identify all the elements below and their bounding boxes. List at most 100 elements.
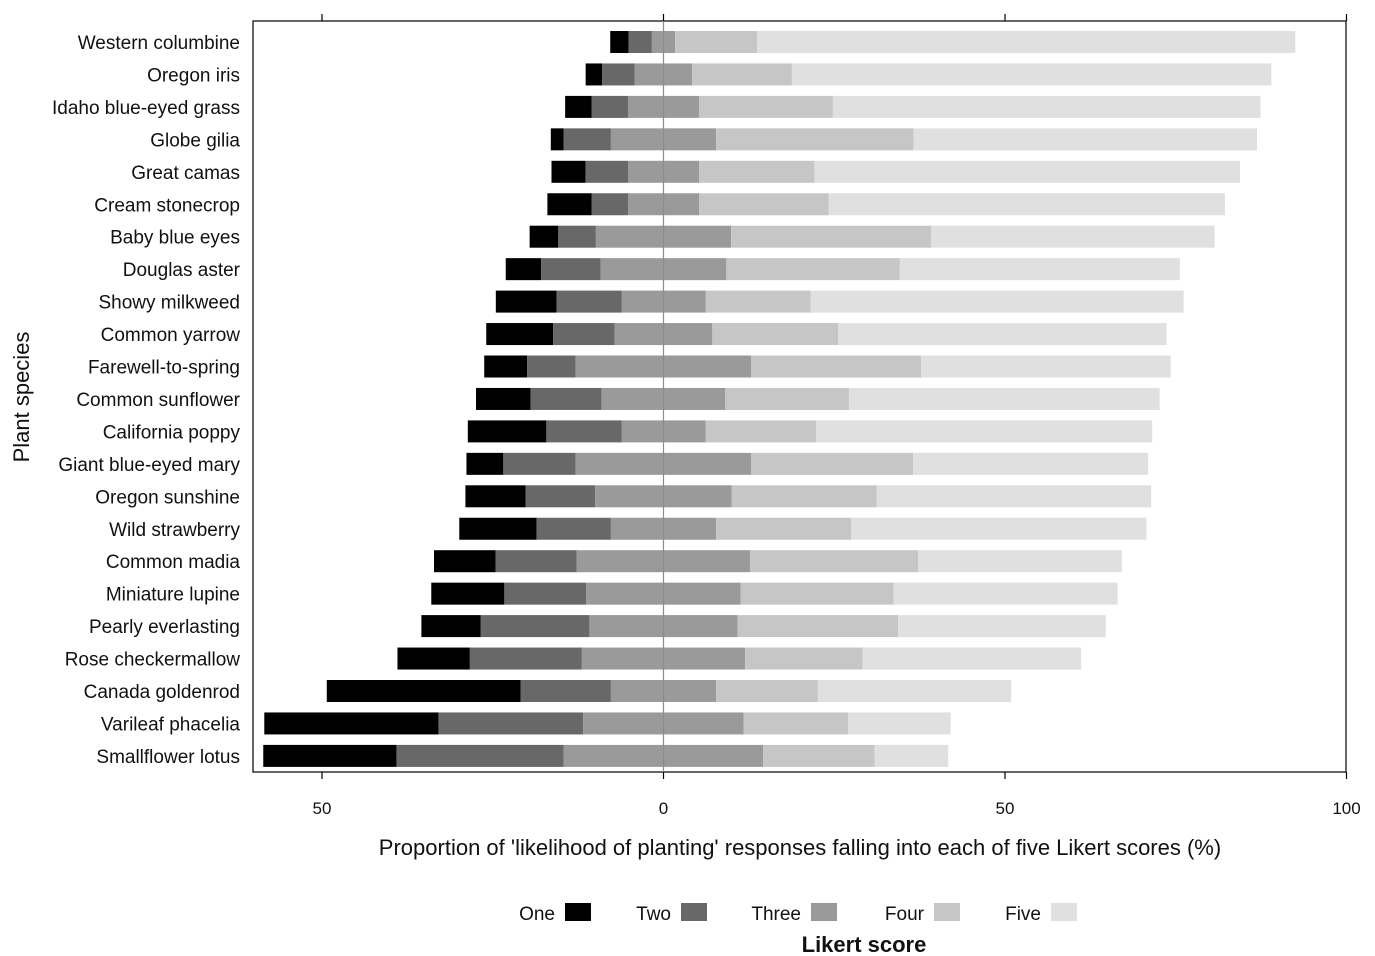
bar-pearly-everlasting-two [480, 615, 590, 638]
category-label: Common sunflower [76, 390, 240, 411]
plot-frame [252, 20, 1347, 773]
bar-giant-blue-eyed-mary-one [466, 452, 504, 475]
bar-globe-gilia-five [913, 128, 1258, 151]
bar-miniature-lupine-two [504, 582, 587, 605]
bar-douglas-aster-two [541, 258, 601, 281]
bar-rose-checkermallow-five [862, 647, 1082, 670]
bar-cream-stonecrop-two [591, 193, 628, 216]
legend-label-five: Five [1005, 904, 1041, 925]
bar-baby-blue-eyes-five [931, 225, 1215, 248]
bar-western-columbine-four [675, 31, 758, 53]
category-label: Baby blue eyes [110, 228, 240, 249]
x-axis-ticks: 50 0 50 100 [313, 14, 1361, 818]
bar-showy-milkweed-five [810, 290, 1184, 313]
bar-common-yarrow-four [712, 323, 838, 346]
bar-pearly-everlasting-one [421, 615, 481, 638]
bar-oregon-sunshine-four [731, 485, 877, 508]
bar-cream-stonecrop-four [699, 193, 829, 216]
bar-common-madia-one [434, 550, 496, 573]
bar-california-poppy-one [467, 420, 547, 443]
category-label: Pearly everlasting [89, 617, 240, 638]
bar-western-columbine-five [757, 31, 1296, 53]
legend-swatch-three [811, 903, 837, 921]
bar-common-yarrow-two [553, 323, 615, 346]
bar-globe-gilia-two [563, 128, 611, 151]
category-label: Farewell-to-spring [88, 358, 240, 379]
bar-varileaf-phacelia-one [264, 712, 439, 735]
bar-smallflower-lotus-two [396, 744, 564, 767]
bar-common-madia-four [750, 550, 919, 573]
y-axis-title: Plant species [9, 332, 34, 463]
bar-pearly-everlasting-four [737, 615, 899, 638]
category-label: Smallflower lotus [96, 747, 240, 768]
bar-douglas-aster-four [726, 258, 900, 281]
category-label: Great camas [131, 163, 240, 184]
bar-western-columbine-one [610, 31, 629, 53]
legend-label-one: One [519, 904, 555, 925]
bar-miniature-lupine-one [431, 582, 505, 605]
legend-swatch-five [1051, 903, 1077, 921]
bar-california-poppy-four [705, 420, 817, 443]
bar-great-camas-five [814, 160, 1240, 183]
bar-cream-stonecrop-five [828, 193, 1225, 216]
bar-oregon-iris-five [791, 63, 1272, 86]
bar-douglas-aster-five [899, 258, 1180, 281]
bar-miniature-lupine-five [893, 582, 1118, 605]
bar-common-sunflower-one [476, 387, 531, 410]
bar-great-camas-one [551, 160, 586, 183]
bar-wild-strawberry-four [716, 517, 852, 540]
bar-common-yarrow-five [838, 323, 1167, 346]
bar-baby-blue-eyes-four [731, 225, 932, 248]
bar-farewell-to-spring-four [751, 355, 922, 378]
bar-oregon-sunshine-one [465, 485, 526, 508]
category-label: Western columbine [78, 33, 240, 54]
bar-varileaf-phacelia-two [438, 712, 584, 735]
bar-oregon-sunshine-two [525, 485, 596, 508]
legend-swatch-one [565, 903, 591, 921]
category-label: Common yarrow [101, 325, 241, 346]
bar-common-madia-two [495, 550, 577, 573]
bar-great-camas-two [585, 160, 628, 183]
category-label: Canada goldenrod [84, 682, 240, 703]
bar-wild-strawberry-five [851, 517, 1147, 540]
bar-common-sunflower-four [725, 387, 849, 410]
x-tick-label: 100 [1332, 799, 1360, 818]
bar-smallflower-lotus-one [263, 744, 397, 767]
bar-baby-blue-eyes-two [558, 225, 596, 248]
bar-cream-stonecrop-one [547, 193, 592, 216]
bar-common-sunflower-two [530, 387, 602, 410]
category-label: Giant blue-eyed mary [58, 455, 240, 476]
bar-wild-strawberry-one [459, 517, 537, 540]
category-label: Globe gilia [150, 130, 240, 151]
bar-rose-checkermallow-two [469, 647, 582, 670]
bar-smallflower-lotus-five [874, 744, 949, 767]
category-labels: Western columbine Oregon iris Idaho blue-e… [52, 33, 241, 768]
legend-label-four: Four [885, 904, 925, 925]
legend-label-two: Two [636, 904, 671, 925]
bar-rose-checkermallow-one [397, 647, 470, 670]
bar-varileaf-phacelia-four [743, 712, 849, 735]
bar-varileaf-phacelia-five [848, 712, 951, 735]
category-label: Cream stonecrop [94, 195, 240, 216]
bar-great-camas-four [699, 160, 815, 183]
bar-showy-milkweed-one [495, 290, 557, 313]
bar-farewell-to-spring-two [527, 355, 576, 378]
category-label: Rose checkermallow [65, 650, 241, 671]
bar-common-madia-five [918, 550, 1122, 573]
bar-pearly-everlasting-five [898, 615, 1106, 638]
bar-farewell-to-spring-five [921, 355, 1171, 378]
category-label: Idaho blue-eyed grass [52, 98, 240, 119]
bar-oregon-iris-two [602, 63, 635, 86]
x-axis-title: Proportion of 'likelihood of planting' r… [379, 835, 1221, 860]
bar-oregon-iris-one [585, 63, 603, 86]
legend-swatch-four [934, 903, 960, 921]
bar-oregon-sunshine-five [876, 485, 1152, 508]
bar-oregon-iris-four [692, 63, 792, 86]
bar-idaho-blue-eyed-grass-five [832, 95, 1261, 118]
bar-california-poppy-five [816, 420, 1153, 443]
x-tick-label: 0 [659, 799, 668, 818]
bar-giant-blue-eyed-mary-five [913, 452, 1149, 475]
bar-showy-milkweed-two [556, 290, 622, 313]
bar-idaho-blue-eyed-grass-one [565, 95, 592, 118]
